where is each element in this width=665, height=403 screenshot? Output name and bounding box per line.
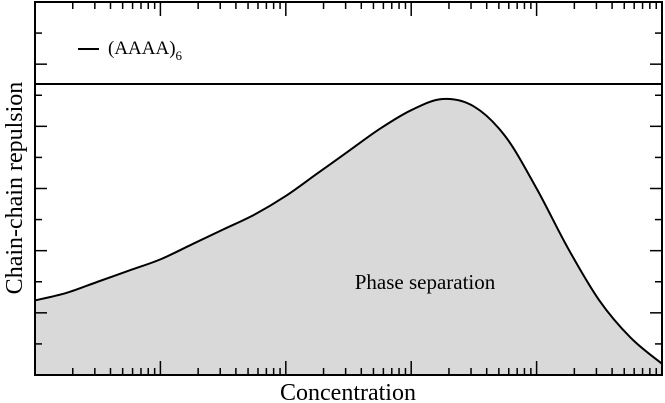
- legend-label: (AAAA)6: [108, 38, 183, 63]
- phase-separation-region: [35, 98, 662, 375]
- legend-label-subscript: 6: [176, 48, 183, 63]
- series-line-group: [34, 97, 663, 365]
- phase-separation-area: [35, 98, 662, 375]
- axis-ticks: [35, 2, 662, 375]
- y-axis-label: Chain-chain repulsion: [2, 82, 28, 295]
- x-axis-label: Concentration: [280, 380, 416, 403]
- series-line: [34, 97, 663, 365]
- phase-separation-annotation: Phase separation: [355, 270, 496, 294]
- legend-label-main: (AAAA): [108, 38, 176, 59]
